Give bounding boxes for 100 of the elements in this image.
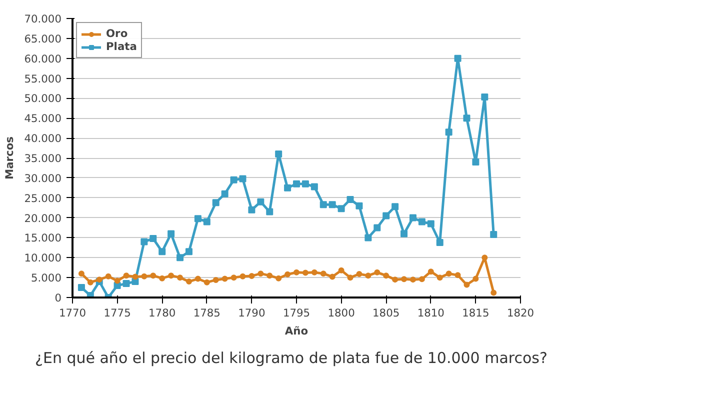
point bbox=[490, 290, 497, 296]
point bbox=[436, 238, 444, 246]
point bbox=[409, 214, 416, 222]
y-tick-label: 50.000 bbox=[24, 92, 62, 106]
point bbox=[221, 190, 228, 198]
point bbox=[132, 274, 138, 280]
point bbox=[472, 158, 480, 166]
x-axis-title: Año bbox=[284, 324, 308, 338]
point bbox=[158, 248, 166, 256]
point bbox=[105, 273, 112, 280]
point bbox=[248, 206, 256, 214]
point bbox=[302, 270, 308, 276]
y-tick-label: 55.000 bbox=[24, 72, 62, 86]
point bbox=[302, 180, 309, 188]
x-tick-label: 1805 bbox=[372, 306, 400, 320]
point bbox=[328, 201, 336, 208]
x-tick-label: 1810 bbox=[417, 306, 445, 320]
point bbox=[168, 230, 175, 238]
point bbox=[186, 278, 192, 285]
point bbox=[338, 205, 345, 212]
point bbox=[78, 270, 84, 277]
x-tick-label: 1795 bbox=[282, 306, 310, 320]
point bbox=[240, 273, 246, 280]
point bbox=[410, 276, 416, 283]
point bbox=[320, 201, 327, 208]
point bbox=[463, 114, 470, 122]
y-tick-label: 10.000 bbox=[24, 252, 62, 265]
point bbox=[212, 199, 220, 206]
point bbox=[239, 175, 246, 182]
point bbox=[222, 276, 228, 282]
y-tick-label: 40.000 bbox=[24, 132, 62, 146]
point bbox=[78, 284, 85, 292]
y-tick-label: 15.000 bbox=[24, 232, 62, 245]
point bbox=[436, 274, 443, 281]
point bbox=[400, 230, 408, 238]
legend-label: Oro bbox=[106, 27, 128, 40]
point bbox=[311, 269, 318, 276]
point bbox=[122, 280, 130, 288]
y-tick-label: 60.000 bbox=[24, 52, 62, 66]
point bbox=[212, 276, 219, 283]
y-tick-label: 70.000 bbox=[24, 12, 62, 26]
point bbox=[159, 275, 166, 282]
point bbox=[481, 94, 488, 101]
point bbox=[401, 276, 408, 282]
y-axis-title: Marcos bbox=[3, 136, 16, 180]
point bbox=[418, 218, 426, 226]
point bbox=[346, 196, 354, 203]
point bbox=[176, 254, 184, 262]
x-tick-label: 1780 bbox=[148, 306, 176, 320]
y-tick-label: 5.000 bbox=[30, 272, 62, 285]
point bbox=[266, 208, 274, 216]
x-tick-label: 1790 bbox=[238, 306, 266, 320]
point bbox=[275, 150, 282, 158]
point bbox=[194, 215, 202, 222]
point bbox=[464, 282, 470, 288]
point bbox=[310, 183, 318, 190]
y-tick-label: 0 bbox=[54, 292, 62, 304]
x-tick-label: 1770 bbox=[58, 306, 86, 320]
point bbox=[141, 273, 148, 280]
point bbox=[347, 274, 354, 281]
point bbox=[204, 279, 210, 286]
point bbox=[472, 276, 479, 282]
y-tick-label: 45.000 bbox=[24, 112, 62, 126]
point bbox=[356, 202, 363, 210]
point bbox=[248, 272, 255, 279]
point bbox=[364, 234, 372, 242]
y-tick-label: 65.000 bbox=[24, 32, 62, 46]
point bbox=[392, 276, 398, 283]
point bbox=[383, 272, 390, 279]
point bbox=[446, 270, 452, 277]
point bbox=[338, 267, 344, 274]
point bbox=[96, 276, 102, 283]
point bbox=[150, 272, 156, 279]
y-tick-label: 20.000 bbox=[24, 212, 62, 225]
x-tick-label: 1785 bbox=[193, 306, 220, 320]
point bbox=[427, 220, 434, 228]
point bbox=[177, 274, 184, 281]
point bbox=[266, 272, 273, 279]
x-tick-label: 1800 bbox=[328, 306, 356, 320]
point bbox=[392, 203, 399, 210]
y-tick-label: 25.000 bbox=[24, 192, 62, 205]
y-tick-label: 35.000 bbox=[24, 152, 62, 165]
point bbox=[454, 272, 461, 278]
y-tick-label: 30.000 bbox=[24, 172, 62, 185]
x-tick-label: 1815 bbox=[462, 306, 490, 320]
point bbox=[445, 128, 452, 136]
point bbox=[194, 276, 201, 282]
point bbox=[490, 231, 498, 238]
point bbox=[320, 270, 326, 277]
point bbox=[276, 275, 282, 282]
x-tick-label: 1820 bbox=[506, 306, 534, 320]
legend-label: Plata bbox=[106, 40, 137, 53]
point bbox=[257, 198, 264, 206]
point bbox=[284, 271, 291, 278]
point bbox=[123, 272, 130, 279]
point bbox=[374, 269, 380, 276]
point bbox=[293, 180, 300, 188]
point bbox=[185, 248, 192, 256]
point bbox=[374, 224, 381, 232]
point bbox=[140, 238, 148, 246]
